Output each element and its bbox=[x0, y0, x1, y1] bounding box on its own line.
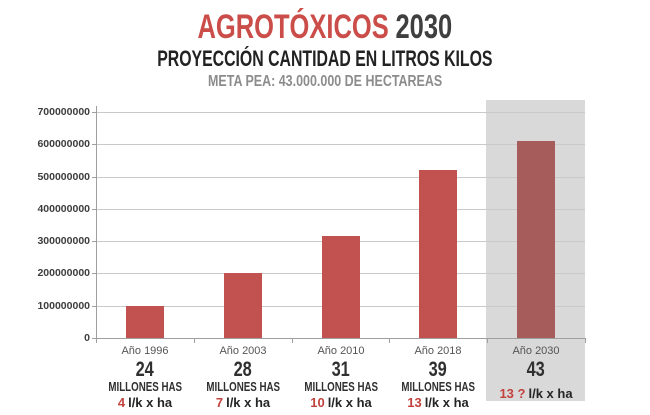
chart-title: AGROTÓXICOS 2030 bbox=[0, 8, 650, 46]
category-label-2: Año 2003 28 MILLONES HAS 7 l/k x ha bbox=[194, 345, 292, 411]
y-axis-tick bbox=[92, 273, 96, 274]
category-amount-text: 31 bbox=[331, 357, 351, 381]
category-rate-number: 7 bbox=[215, 395, 224, 411]
y-axis-tick bbox=[92, 144, 96, 145]
category-label-1: Año 1996 24 MILLONES HAS 4 l/k x ha bbox=[96, 345, 194, 411]
chart-header: AGROTÓXICOS 2030 PROYECCIÓN CANTIDAD EN L… bbox=[0, 8, 650, 91]
category-year: Año 2010 bbox=[317, 345, 365, 357]
category-amount: 24 bbox=[96, 359, 194, 380]
category-rate: 10 l/k x ha bbox=[292, 395, 390, 411]
category-rate-number: 4 bbox=[117, 395, 126, 411]
category-amount-text: 28 bbox=[233, 357, 253, 381]
y-axis-label: 100000000 bbox=[37, 300, 90, 312]
category-rate-unit: l/k x ha bbox=[327, 395, 372, 411]
x-axis-tick bbox=[292, 338, 293, 343]
category-rate-number: 13 ? bbox=[499, 385, 526, 401]
x-axis-tick bbox=[487, 338, 488, 343]
category-amount-text: 24 bbox=[135, 357, 155, 381]
bar-año-2003 bbox=[224, 273, 262, 338]
category-year: Año 2030 bbox=[512, 345, 560, 357]
y-axis-tick bbox=[92, 209, 96, 210]
category-rate-unit: l/k x ha bbox=[128, 395, 173, 411]
title-2030: 2030 bbox=[395, 8, 453, 46]
title-agrotoxicos: AGROTÓXICOS bbox=[197, 8, 389, 46]
category-amount-text: 39 bbox=[428, 357, 448, 381]
category-unit-text: MILLONES HAS bbox=[108, 379, 182, 394]
y-axis-tick bbox=[92, 241, 96, 242]
category-rate-unit: l/k x ha bbox=[226, 395, 271, 411]
category-label-4: Año 2018 39 MILLONES HAS 13 l/k x ha bbox=[389, 345, 487, 411]
chart-subtitle-text: PROYECCIÓN CANTIDAD EN LITROS KILOS bbox=[157, 45, 493, 71]
category-unit: MILLONES HAS bbox=[96, 380, 194, 394]
category-rate-number: 13 bbox=[407, 395, 422, 411]
category-year: Año 1996 bbox=[121, 345, 169, 357]
chart-meta-text: META PEA: 43.000.000 DE HECTAREAS bbox=[207, 72, 443, 90]
category-rate-number: 10 bbox=[310, 395, 325, 411]
chart-subtitle: PROYECCIÓN CANTIDAD EN LITROS KILOS bbox=[0, 45, 650, 71]
category-year: Año 2003 bbox=[219, 345, 267, 357]
category-rate: 7 l/k x ha bbox=[194, 395, 292, 411]
gridline bbox=[96, 112, 585, 113]
gridline bbox=[96, 177, 585, 178]
category-amount: 43 bbox=[487, 359, 585, 380]
y-axis-label: 500000000 bbox=[37, 171, 90, 183]
bar-año-1996 bbox=[126, 306, 164, 338]
category-unit: MILLONES HAS bbox=[389, 380, 487, 394]
bar-año-2018 bbox=[419, 170, 457, 338]
category-amount: 28 bbox=[194, 359, 292, 380]
y-axis-label: 600000000 bbox=[37, 138, 90, 150]
category-unit-text: MILLONES HAS bbox=[401, 379, 475, 394]
gridline bbox=[96, 209, 585, 210]
category-unit-text: MILLONES HAS bbox=[304, 379, 378, 394]
category-year: Año 2018 bbox=[414, 345, 462, 357]
category-label-3: Año 2010 31 MILLONES HAS 10 l/k x ha bbox=[292, 345, 390, 411]
category-amount-text: 43 bbox=[526, 357, 546, 381]
y-axis-label: 0 bbox=[84, 332, 90, 344]
y-axis-label: 700000000 bbox=[37, 106, 90, 118]
category-rate: 13 ? l/k x ha bbox=[487, 386, 585, 402]
gridline bbox=[96, 144, 585, 145]
category-label-5: Año 2030 43 13 ? l/k x ha bbox=[487, 345, 585, 402]
y-axis-label: 400000000 bbox=[37, 203, 90, 215]
y-axis-tick bbox=[92, 306, 96, 307]
y-axis-label: 300000000 bbox=[37, 235, 90, 247]
chart-meta: META PEA: 43.000.000 DE HECTAREAS bbox=[0, 73, 650, 91]
category-rate: 4 l/k x ha bbox=[96, 395, 194, 411]
category-rate: 13 l/k x ha bbox=[389, 395, 487, 411]
chart-title-text: AGROTÓXICOS 2030 bbox=[197, 8, 453, 46]
x-axis-tick bbox=[194, 338, 195, 343]
bar-año-2030 bbox=[517, 141, 555, 338]
x-axis-tick bbox=[389, 338, 390, 343]
category-amount: 31 bbox=[292, 359, 390, 380]
category-rate-unit: l/k x ha bbox=[528, 385, 573, 401]
category-unit-text: MILLONES HAS bbox=[206, 379, 280, 394]
category-amount: 39 bbox=[389, 359, 487, 380]
y-axis-tick bbox=[92, 177, 96, 178]
x-axis-tick bbox=[96, 338, 97, 343]
x-axis-line bbox=[92, 338, 585, 339]
bar-año-2010 bbox=[322, 236, 360, 338]
y-axis-label: 200000000 bbox=[37, 267, 90, 279]
category-rate-unit: l/k x ha bbox=[424, 395, 469, 411]
y-axis-line bbox=[96, 106, 97, 338]
x-axis-tick bbox=[585, 338, 586, 343]
category-unit: MILLONES HAS bbox=[194, 380, 292, 394]
y-axis-tick bbox=[92, 112, 96, 113]
category-unit: MILLONES HAS bbox=[292, 380, 390, 394]
